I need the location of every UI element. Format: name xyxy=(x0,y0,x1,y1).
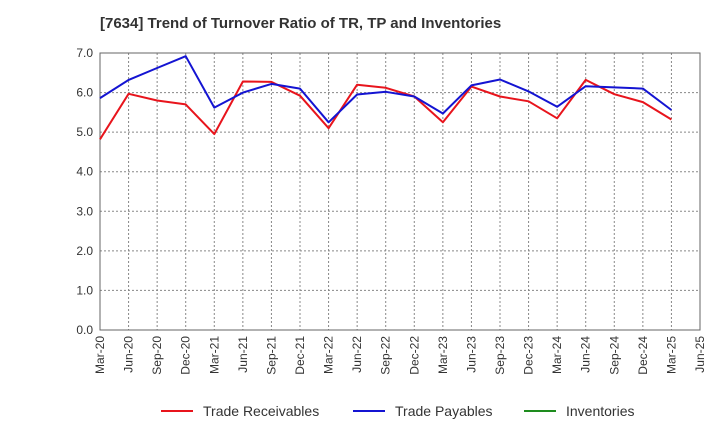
y-axis-ticks: 0.0 1.0 2.0 3.0 4.0 5.0 6.0 7.0 xyxy=(76,46,93,337)
x-tick-label: Sep-20 xyxy=(150,336,164,375)
x-tick-label: Mar-21 xyxy=(207,336,221,374)
x-axis-ticks: Mar-20 Jun-20 Sep-20 Dec-20 Mar-21 Jun-21 Sep-… xyxy=(93,336,707,375)
plot-frame xyxy=(99,52,701,331)
y-tick-label: 3.0 xyxy=(76,204,93,218)
chart-axes xyxy=(99,52,701,331)
chart-title: [7634] Trend of Turnover Ratio of TR, TP… xyxy=(100,15,502,32)
y-tick-label: 7.0 xyxy=(76,46,93,60)
x-tick-label: Jun-21 xyxy=(236,336,250,373)
x-tick-label: Mar-22 xyxy=(322,336,336,374)
legend-item: Trade Receivables xyxy=(161,403,319,419)
x-tick-label: Mar-24 xyxy=(550,336,564,374)
legend-swatch xyxy=(161,410,193,412)
chart-series xyxy=(99,55,673,140)
x-tick-label: Jun-22 xyxy=(350,336,364,373)
legend-item: Inventories xyxy=(524,403,634,419)
x-tick-label: Dec-23 xyxy=(522,336,536,375)
x-tick-label: Dec-20 xyxy=(179,336,193,375)
legend-item: Trade Payables xyxy=(353,403,493,419)
series-line-trade-payables xyxy=(99,55,673,124)
x-tick-label: Mar-20 xyxy=(93,336,107,374)
legend-swatch xyxy=(524,410,556,412)
x-tick-label: Mar-23 xyxy=(436,336,450,374)
x-tick-label: Mar-25 xyxy=(664,336,678,374)
legend-label: Inventories xyxy=(566,403,635,419)
y-tick-label: 2.0 xyxy=(76,244,93,258)
x-tick-label: Dec-24 xyxy=(636,336,650,375)
y-tick-label: 4.0 xyxy=(76,165,93,179)
x-tick-label: Jun-24 xyxy=(579,336,593,373)
chart-legend: Trade Receivables Trade Payables Inventori… xyxy=(0,403,720,427)
x-tick-label: Sep-22 xyxy=(379,336,393,375)
x-tick-label: Jun-25 xyxy=(693,336,707,373)
x-tick-label: Sep-21 xyxy=(264,336,278,375)
y-tick-label: 0.0 xyxy=(76,323,93,337)
legend-label: Trade Payables xyxy=(395,403,493,419)
x-tick-label: Jun-20 xyxy=(122,336,136,373)
legend-label: Trade Receivables xyxy=(203,403,320,419)
x-tick-label: Sep-24 xyxy=(607,336,621,375)
y-tick-label: 1.0 xyxy=(76,283,93,297)
legend-swatch xyxy=(353,410,385,412)
x-tick-label: Dec-21 xyxy=(293,336,307,375)
y-tick-label: 5.0 xyxy=(76,125,93,139)
y-tick-label: 6.0 xyxy=(76,86,93,100)
x-tick-label: Sep-23 xyxy=(493,336,507,375)
x-tick-label: Jun-23 xyxy=(464,336,478,373)
x-tick-label: Dec-22 xyxy=(407,336,421,375)
